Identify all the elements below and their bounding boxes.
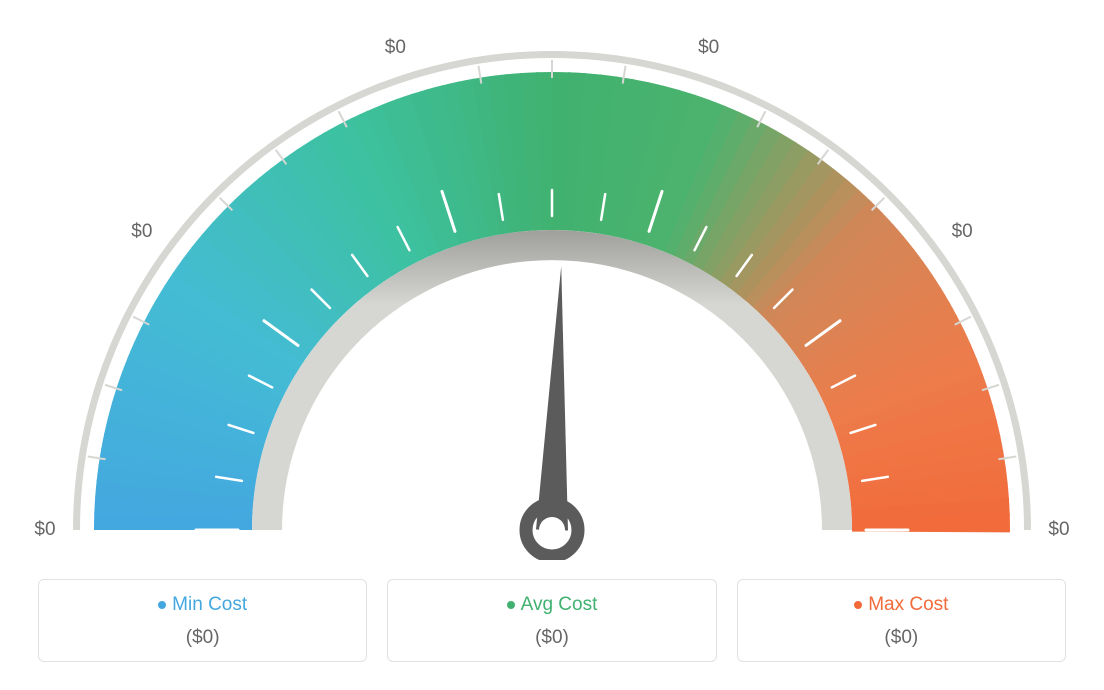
legend-min-title: Min Cost (49, 594, 356, 617)
gauge-chart-container: $0 $0 $0 $0 $0 $0 Min Cost ($0) Avg Cost ($0)… (0, 0, 1104, 690)
legend-avg-title: Avg Cost (398, 594, 705, 617)
dot-max-icon (854, 601, 862, 609)
legend-max-value: ($0) (748, 627, 1055, 649)
dot-avg-icon (507, 601, 515, 609)
gauge-tick-label: $0 (698, 37, 719, 59)
gauge-svg (0, 0, 1104, 560)
legend-avg-cost: Avg Cost ($0) (387, 579, 716, 662)
gauge-tick-label: $0 (952, 221, 973, 243)
legend-max-cost: Max Cost ($0) (737, 579, 1066, 662)
gauge-tick-label: $0 (385, 37, 406, 59)
legend-row: Min Cost ($0) Avg Cost ($0) Max Cost ($0… (38, 579, 1066, 662)
legend-min-value: ($0) (49, 627, 356, 649)
legend-avg-label: Avg Cost (521, 594, 598, 615)
legend-avg-value: ($0) (398, 627, 705, 649)
gauge-tick-label: $0 (34, 519, 55, 541)
legend-max-label: Max Cost (868, 594, 948, 615)
legend-max-title: Max Cost (748, 594, 1055, 617)
legend-min-label: Min Cost (172, 594, 247, 615)
legend-min-cost: Min Cost ($0) (38, 579, 367, 662)
gauge-tick-label: $0 (1048, 519, 1069, 541)
gauge: $0 $0 $0 $0 $0 $0 (0, 0, 1104, 560)
dot-min-icon (158, 601, 166, 609)
gauge-tick-label: $0 (131, 221, 152, 243)
